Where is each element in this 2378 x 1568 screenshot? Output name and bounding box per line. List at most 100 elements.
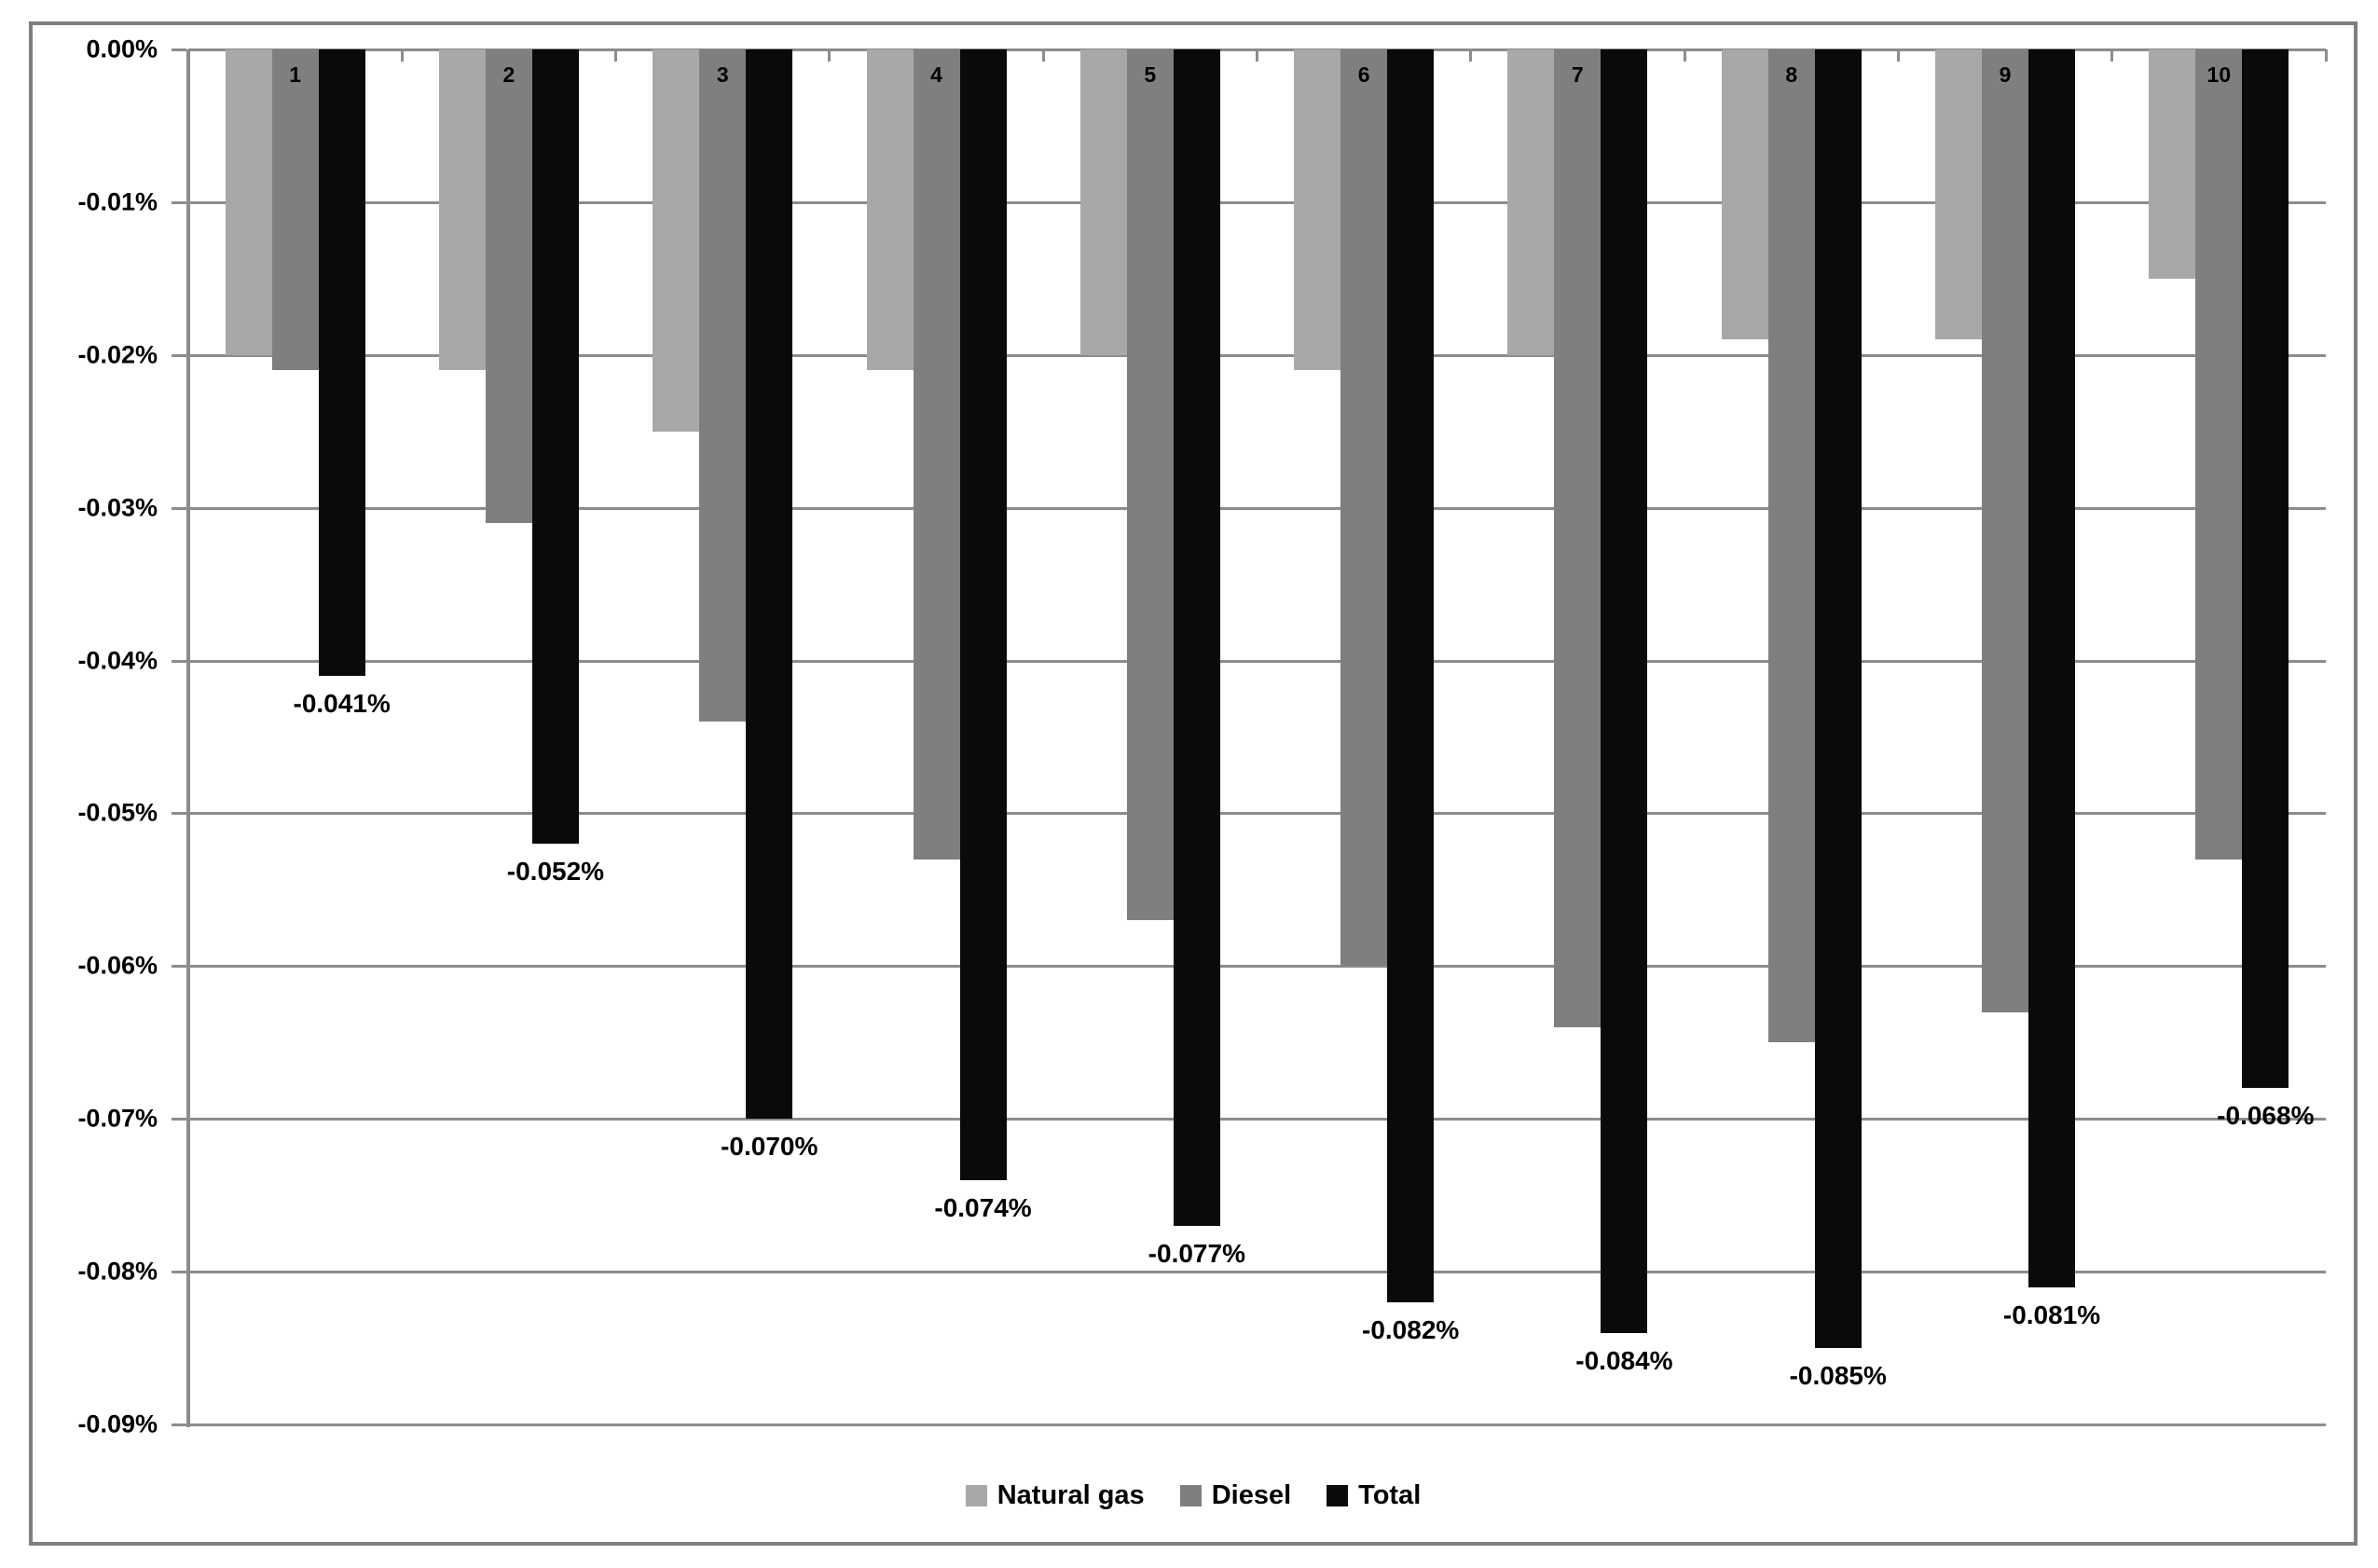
category-label-10: 10 — [2206, 62, 2232, 87]
legend-swatch-diesel-icon — [1179, 1485, 1202, 1506]
category-axis-tick — [400, 49, 404, 62]
legend-label-natural-gas: Natural gas — [997, 1480, 1145, 1510]
bar-group-6: -0.082% 6 — [1258, 49, 1471, 1424]
bar-total-3 — [746, 49, 793, 1120]
bar-natural-gas-6 — [1294, 49, 1341, 371]
y-axis-tick — [172, 200, 186, 204]
bar-group-2: -0.052% 2 — [402, 49, 615, 1424]
total-data-label-9: -0.081% — [2002, 1300, 2101, 1329]
gridline — [188, 353, 2326, 357]
bar-group-5: -0.077% 5 — [1043, 49, 1257, 1424]
y-axis-tick — [172, 48, 186, 51]
bar-total-9 — [2028, 49, 2076, 1287]
bar-diesel-9 — [1982, 49, 2029, 1012]
bar-natural-gas-2 — [438, 49, 486, 371]
bar-diesel-5 — [1126, 49, 1174, 921]
bar-group-3: -0.070% 3 — [616, 49, 830, 1424]
category-axis-tick — [2110, 49, 2114, 62]
y-axis-tick — [172, 812, 186, 816]
bar-group-10: -0.068% 10 — [2112, 49, 2326, 1424]
y-axis-line — [186, 49, 190, 1427]
y-axis-tick — [172, 965, 186, 969]
bar-total-6 — [1387, 49, 1435, 1302]
category-axis-tick — [1896, 49, 1900, 62]
category-label-5: 5 — [1144, 62, 1157, 87]
bar-diesel-4 — [913, 49, 960, 860]
total-data-label-1: -0.041% — [293, 688, 391, 718]
y-axis-tick — [172, 1118, 186, 1121]
category-label-8: 8 — [1785, 62, 1798, 87]
y-axis-tick — [172, 353, 186, 357]
category-axis-tick — [2324, 49, 2328, 62]
legend-item-natural-gas: Natural gas — [965, 1480, 1145, 1511]
bar-diesel-10 — [2195, 49, 2243, 860]
legend-item-diesel: Diesel — [1179, 1480, 1292, 1511]
bar-total-2 — [531, 49, 579, 845]
bar-group-8: -0.085% 8 — [1684, 49, 1898, 1424]
total-data-label-6: -0.082% — [1361, 1314, 1460, 1344]
total-data-label-2: -0.052% — [506, 857, 605, 887]
bar-natural-gas-9 — [1935, 49, 1983, 340]
legend-swatch-total-icon — [1326, 1485, 1349, 1506]
bar-diesel-3 — [699, 49, 747, 722]
bar-diesel-1 — [271, 49, 319, 371]
gridline — [188, 1118, 2326, 1121]
bar-natural-gas-5 — [1079, 49, 1127, 355]
category-axis-tick — [1041, 49, 1045, 62]
plot-area: -0.041% 1 -0.052% 2 -0.070% 3 -0.074% 4 -0.077% 5… — [172, 48, 2328, 1427]
legend: Natural gas Diesel Total — [29, 1480, 2357, 1511]
bar-total-8 — [1814, 49, 1862, 1349]
bar-diesel-2 — [485, 49, 532, 524]
total-data-label-3: -0.070% — [721, 1132, 818, 1162]
bar-natural-gas-4 — [866, 49, 914, 371]
bar-total-5 — [1173, 49, 1220, 1226]
legend-item-total: Total — [1326, 1480, 1421, 1511]
category-axis-tick — [1683, 49, 1686, 62]
category-label-9: 9 — [1999, 62, 2012, 87]
bar-natural-gas-8 — [1721, 49, 1768, 340]
y-axis-tick — [172, 506, 186, 510]
gridline — [188, 659, 2326, 663]
category-axis-tick — [1469, 49, 1473, 62]
y-axis-tick — [172, 1271, 186, 1274]
gridline — [188, 1424, 2326, 1426]
legend-label-total: Total — [1358, 1480, 1422, 1510]
bar-diesel-7 — [1554, 49, 1601, 1027]
bar-natural-gas-10 — [2149, 49, 2196, 279]
total-data-label-8: -0.085% — [1789, 1361, 1887, 1391]
category-label-7: 7 — [1572, 62, 1584, 87]
bar-group-7: -0.084% 7 — [1471, 49, 1684, 1424]
category-label-1: 1 — [289, 62, 302, 87]
legend-swatch-natural-gas-icon — [965, 1485, 987, 1506]
total-data-label-5: -0.077% — [1148, 1238, 1245, 1268]
category-axis-tick — [1256, 49, 1258, 62]
category-label-3: 3 — [716, 62, 729, 87]
category-axis-tick — [828, 49, 832, 62]
bar-total-4 — [959, 49, 1007, 1180]
category-label-2: 2 — [502, 62, 515, 87]
y-axis-tick — [172, 1424, 186, 1426]
bar-total-1 — [318, 49, 365, 676]
category-label-4: 4 — [930, 62, 942, 87]
gridline — [188, 812, 2326, 816]
gridline — [188, 965, 2326, 969]
bar-group-1: -0.041% 1 — [188, 49, 402, 1424]
bar-diesel-6 — [1340, 49, 1388, 967]
gridline — [188, 1271, 2326, 1274]
legend-label-diesel: Diesel — [1211, 1480, 1292, 1510]
total-data-label-7: -0.084% — [1575, 1345, 1673, 1375]
bar-group-9: -0.081% 9 — [1898, 49, 2111, 1424]
bar-natural-gas-1 — [225, 49, 272, 355]
y-axis-tick — [172, 659, 186, 663]
bar-total-10 — [2242, 49, 2289, 1089]
bar-group-4: -0.074% 4 — [830, 49, 1043, 1424]
category-label-6: 6 — [1357, 62, 1370, 87]
total-data-label-10: -0.068% — [2217, 1101, 2315, 1131]
category-axis-tick — [614, 49, 618, 62]
bar-diesel-8 — [1767, 49, 1815, 1043]
total-data-label-4: -0.074% — [934, 1192, 1032, 1222]
bar-total-7 — [1601, 49, 1648, 1333]
gridline — [188, 506, 2326, 510]
bar-natural-gas-7 — [1507, 49, 1555, 355]
gridline — [188, 200, 2326, 204]
